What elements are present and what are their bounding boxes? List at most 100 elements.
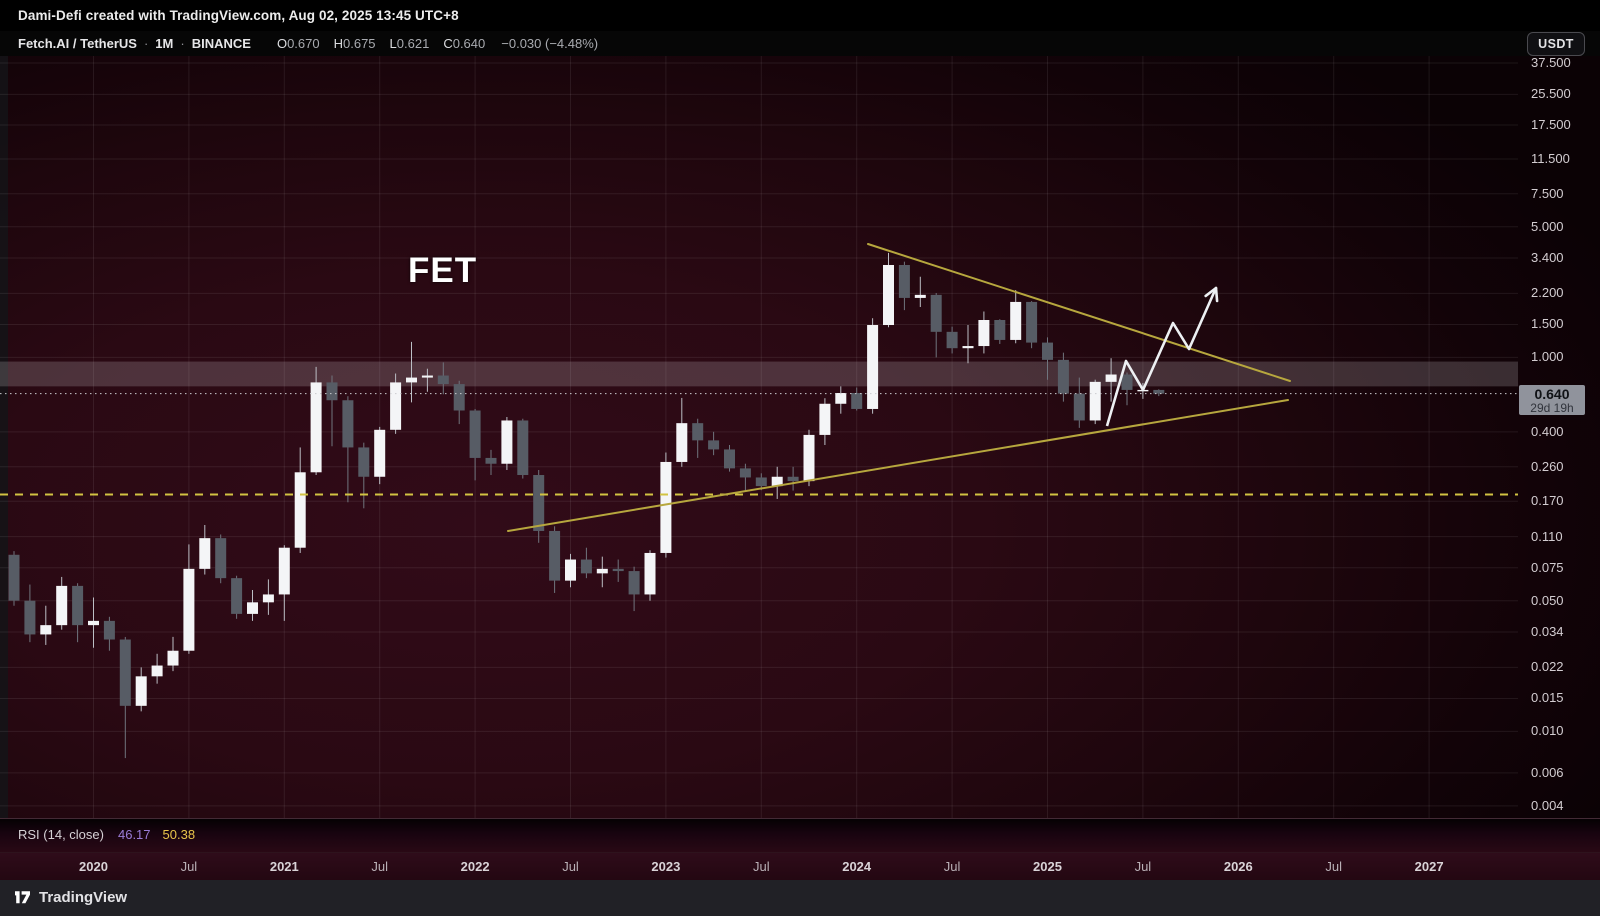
trendline[interactable] [867,243,1291,382]
time-axis-label: Jul [562,859,579,874]
separator-dot: · [143,36,149,51]
time-axis-label: 2023 [651,859,681,874]
exchange-label: BINANCE [191,36,251,51]
interval-label[interactable]: 1M [155,36,174,51]
time-axis[interactable]: 2020 Jul 2021 Jul 2022 Jul 2023 Jul 2024 Jul 2025 J… [0,852,1600,881]
chart-background [0,56,1600,818]
candle-body [946,331,958,349]
price-axis-label: 11.500 [1531,151,1570,167]
candle-body [644,552,656,595]
candle-body [1057,359,1069,394]
candle-body [1105,374,1117,382]
candle-body [835,393,847,404]
candle-body [612,568,624,572]
candle-body [739,468,751,478]
projection-arrowhead [1214,286,1219,303]
currency-toggle-button[interactable]: USDT [1527,32,1585,56]
candle-body [103,620,115,640]
time-axis-label: Jul [943,859,961,874]
candle-body [930,294,942,332]
candle-body [406,377,417,383]
candle-body [310,382,322,473]
price-axis-label: 0.015 [1531,690,1564,706]
high-label: H [333,36,343,51]
resistance-zone [0,361,1518,387]
candle-body [851,393,863,409]
candle-body [692,423,704,441]
candle-body [803,434,815,482]
candle-body [517,420,529,476]
candle-body [1042,342,1053,360]
tradingview-wordmark: TradingView [39,889,128,906]
chart-pane[interactable] [0,56,1518,818]
ohlc-values: O0.670 H0.675 L0.621 C0.640 −0.030 (−4.4… [277,36,598,51]
tradingview-logo-link[interactable]: TradingView [14,889,127,906]
candle-body [994,319,1006,340]
candle-body [628,571,640,595]
candle-body [914,294,926,298]
candle-body [771,476,783,487]
candle-body [135,676,147,706]
candle-body [278,547,290,595]
candle-body [867,325,879,409]
time-axis-label: 2022 [460,859,490,874]
candle-body [978,319,990,347]
candle-body [660,461,672,553]
price-axis-label: 0.400 [1531,423,1564,439]
price-axis-label: 1.500 [1531,316,1564,332]
candle-body [1153,389,1165,394]
price-axis-label: 0.010 [1531,723,1564,739]
price-axis[interactable]: 37.500 25.500 17.500 11.500 7.500 5.000 3.400 2… [1518,55,1600,818]
attribution-text: Dami-Defi created with TradingView.com, … [18,8,459,23]
rsi-pane: RSI (14, close) 46.17 50.38 [0,818,1600,853]
candle-body [342,400,354,448]
candle-body [1026,301,1038,343]
candle-body [167,650,179,666]
rsi-value-1: 46.17 [117,827,151,842]
candle-body [151,665,163,677]
price-axis-label: 5.000 [1531,218,1564,234]
price-axis-label: 0.022 [1531,659,1564,675]
separator-dot: · [180,36,185,51]
candle-body [215,538,227,579]
trendline[interactable] [507,399,1289,532]
bar-countdown: 29d 19h [1530,401,1574,415]
time-axis-label: Jul [1134,859,1152,874]
candle-body [533,475,545,531]
price-axis-label: 0.004 [1531,797,1564,813]
candle-body [819,403,831,435]
candle-body [326,382,338,401]
candle-body [56,585,68,626]
price-axis-label: 17.500 [1531,116,1571,132]
candle-body [294,472,306,548]
rsi-indicator-label[interactable]: RSI (14, close) [18,827,104,842]
candle-body [549,530,561,581]
price-axis-label: 0.034 [1531,624,1564,639]
candle-body [453,384,465,411]
close-value: 0.640 [452,36,486,51]
candles [8,252,1165,759]
projection-arrow[interactable] [1105,287,1218,427]
projection-arrowhead [1204,286,1218,298]
candle-body [580,559,592,574]
candle-body [199,538,211,569]
fet-text-label: FET [408,251,478,290]
candle-body [358,447,370,477]
time-axis-label: 2024 [842,859,872,874]
price-axis-label: 2.200 [1531,285,1564,301]
price-axis-label: 0.170 [1531,493,1564,509]
candle-body [1073,393,1085,421]
symbol-name[interactable]: Fetch.AI / TetherUS [18,36,137,51]
price-axis-label: 0.110 [1531,528,1563,544]
time-axis-label: Jul [1325,859,1342,874]
candle-body [501,420,513,464]
candle-body [262,594,274,603]
candle-body [469,410,481,458]
candle-body [898,264,910,298]
close-label: C [443,36,453,51]
candle-body [24,600,36,635]
candle-body [183,568,195,651]
symbol-header-bar: Fetch.AI / TetherUS · 1M · BINANCE O0.67… [0,31,1600,56]
candle-body [88,620,99,626]
